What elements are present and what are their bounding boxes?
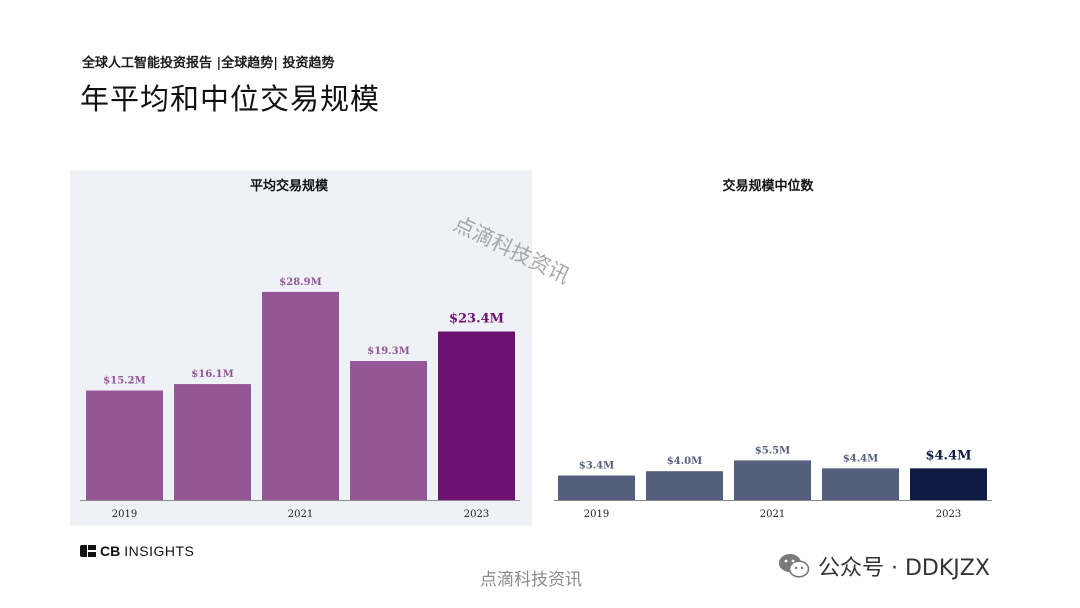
wechat-icon: [779, 554, 810, 578]
chart-2-value-label-2021: $5.5M: [755, 445, 790, 456]
chart-2-value-label-2022: $4.4M: [843, 453, 878, 464]
chart-1-value-label-2019: $15.2M: [103, 376, 145, 387]
chart-1-bar-2020: [174, 384, 251, 500]
chart-2-bar-2019: [558, 475, 635, 500]
chart-2-value-label-2019: $3.4M: [579, 461, 614, 472]
chart-2-value-label-2023: $4.4M: [925, 448, 971, 463]
wechat-account: 公众号 · DDKJZX: [778, 550, 990, 582]
chart-2-bar-2020: [646, 471, 723, 500]
chart-2-tick-2019: 2019: [584, 509, 609, 520]
chart-1-tick-2023: 2023: [464, 509, 489, 520]
chart-1-tick-2019: 2019: [112, 509, 137, 520]
logo-insights-text: INSIGHTS: [124, 543, 195, 559]
chart-2-bar-2023: [910, 468, 987, 500]
chart-1-bar-2021: [262, 291, 339, 500]
chart-1-bar-2023: [438, 331, 515, 500]
chart-1-title: 平均交易规模: [250, 178, 329, 194]
cbinsights-logo: CB INSIGHTS: [80, 543, 194, 559]
chart-2-tick-2021: 2021: [760, 509, 785, 520]
footer-watermark: 点滴科技资讯: [480, 570, 582, 590]
chart-1-value-label-2022: $19.3M: [367, 346, 409, 357]
chart-1-bar-2022: [350, 361, 427, 500]
page-title: 年平均和中位交易规模: [80, 82, 381, 116]
chart-2-value-label-2020: $4.0M: [667, 456, 702, 467]
chart-1-value-label-2021: $28.9M: [279, 277, 321, 288]
report-subtitle: 全球人工智能投资报告 |全球趋势| 投资趋势: [82, 56, 335, 71]
cbinsights-logo-icon: [80, 545, 96, 557]
chart-2-bar-2021: [734, 460, 811, 500]
logo-cb-text: CB: [100, 543, 121, 559]
chart-2-title: 交易规模中位数: [722, 178, 814, 194]
chart-1-tick-2021: 2021: [288, 509, 313, 520]
chart-1-bar-2019: [86, 390, 163, 500]
chart-2-bar-2022: [822, 468, 899, 500]
chart-1-value-label-2023: $23.4M: [449, 312, 504, 327]
wechat-label: 公众号 · DDKJZX: [818, 556, 990, 581]
chart-1-value-label-2020: $16.1M: [191, 369, 233, 380]
chart-2-tick-2023: 2023: [936, 509, 961, 520]
